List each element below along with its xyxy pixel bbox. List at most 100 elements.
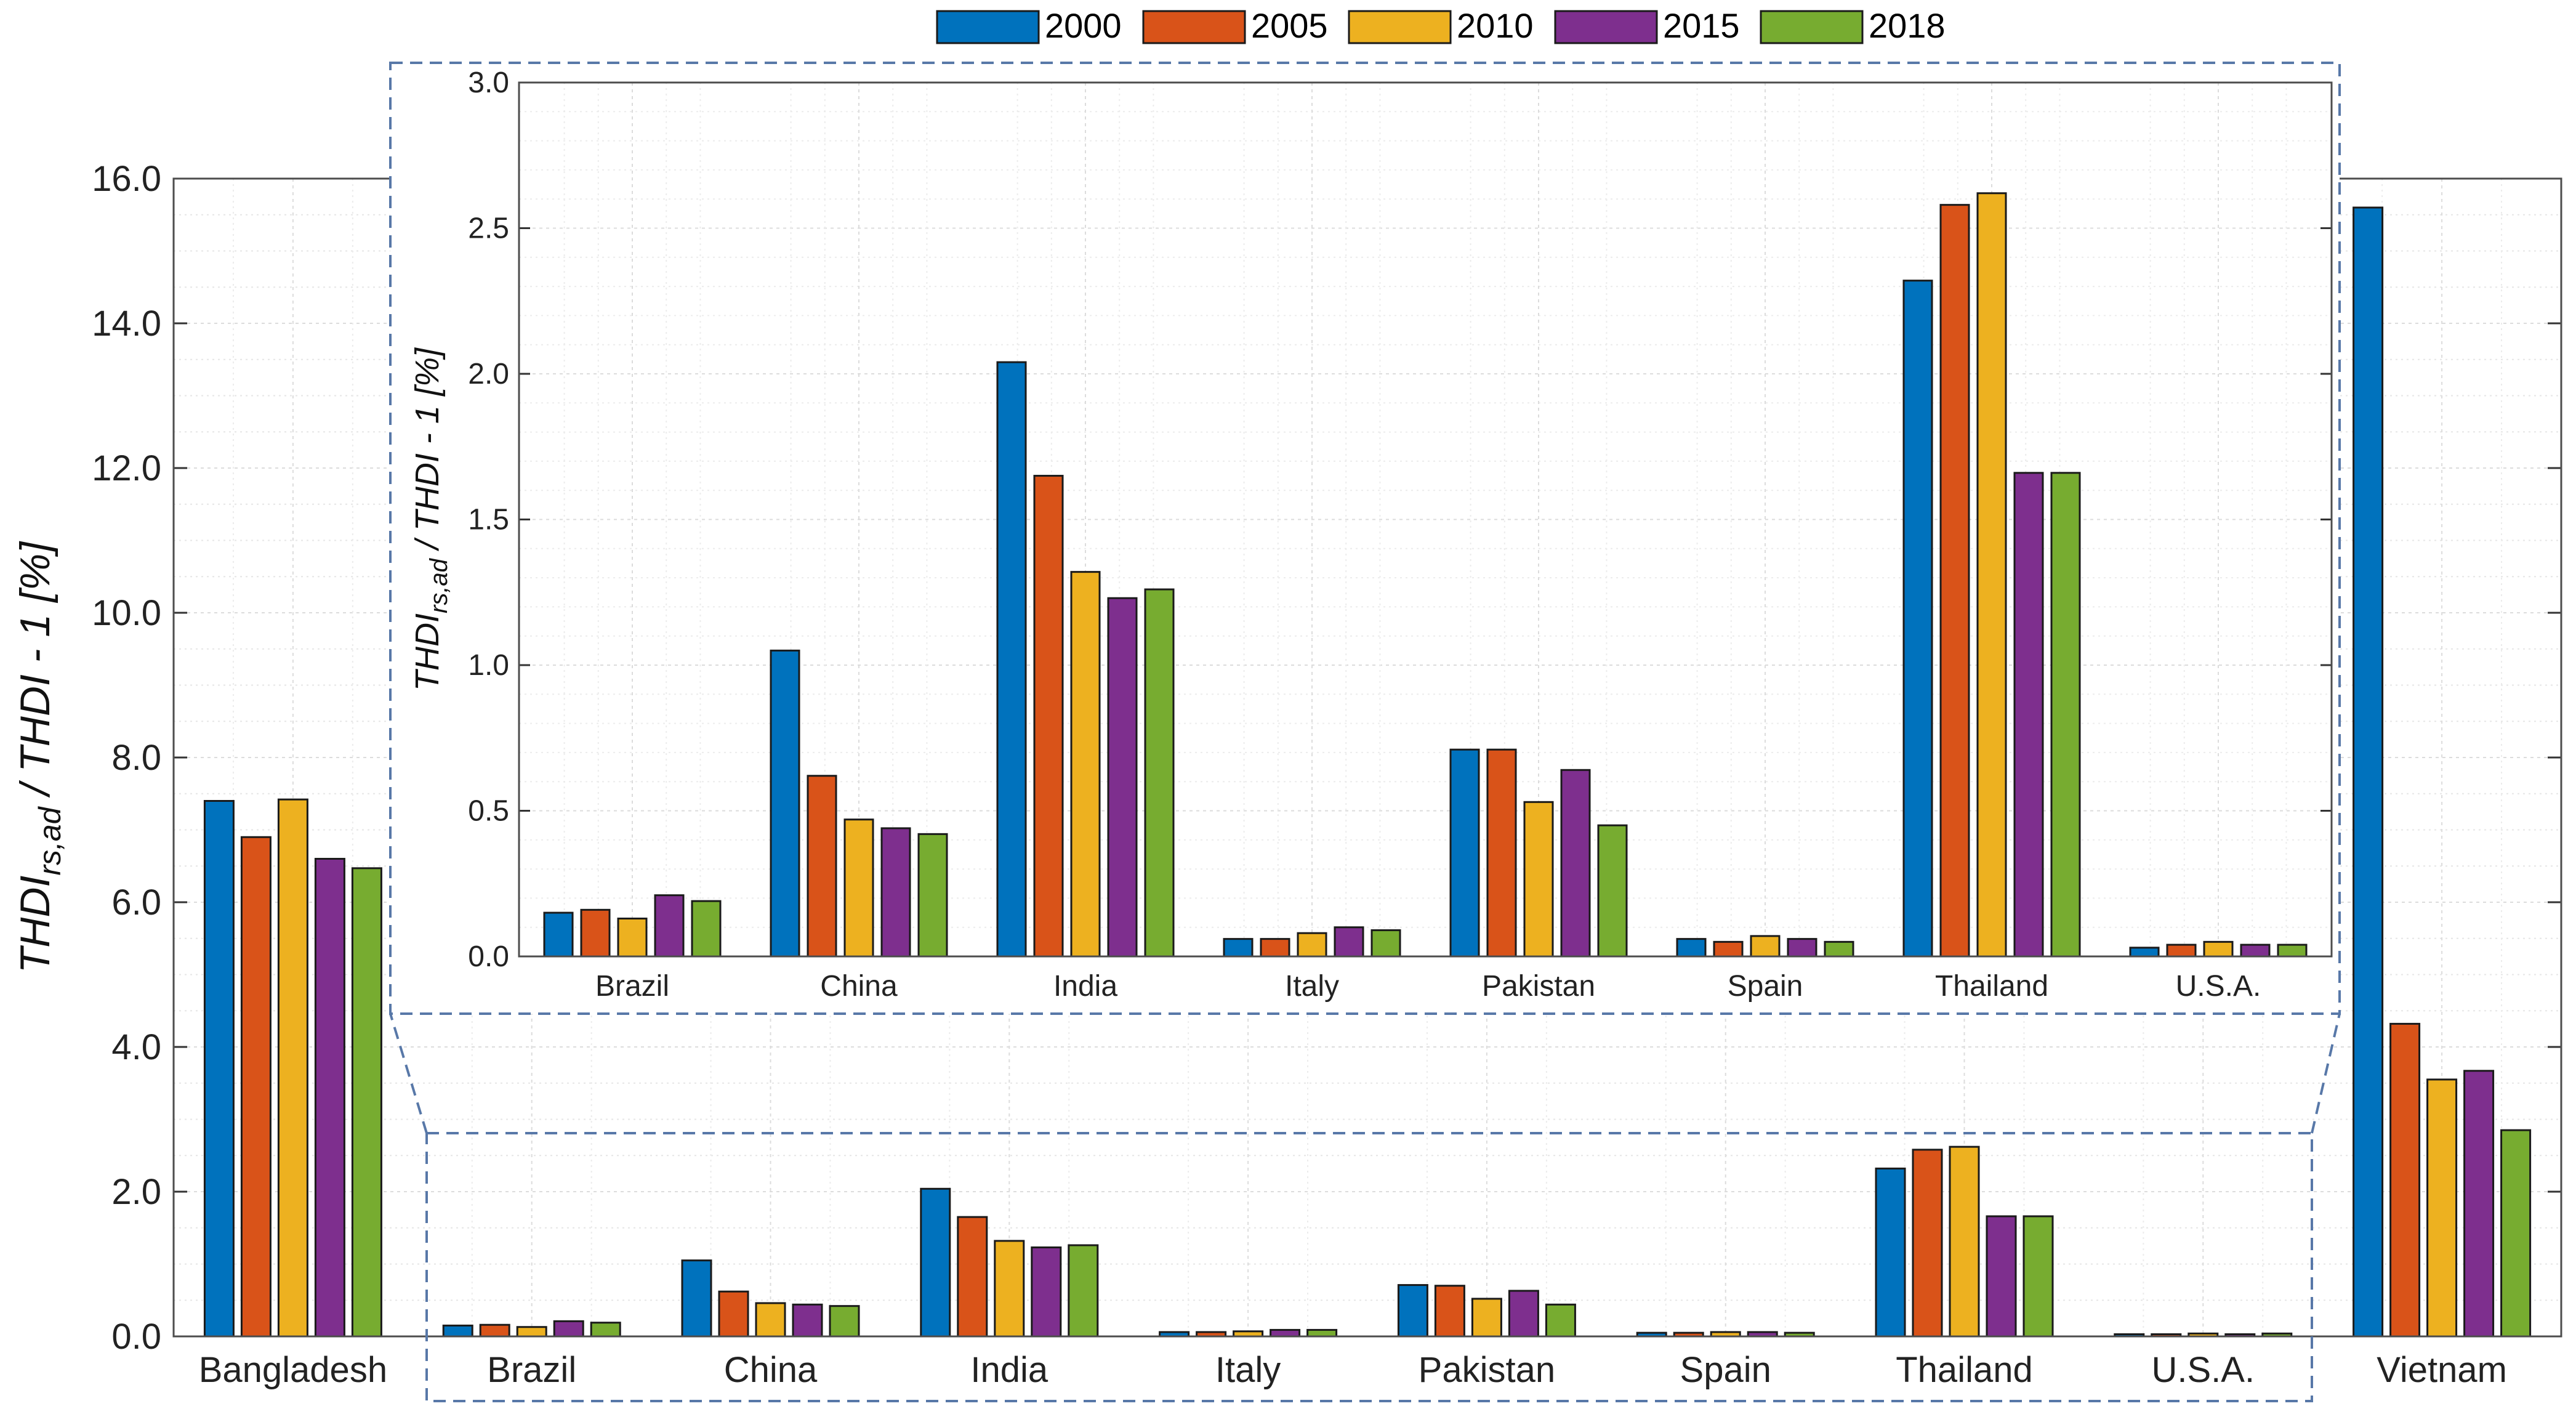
- inset-bars: [543, 192, 2308, 958]
- legend-swatch-2010: [1348, 10, 1452, 44]
- zoom-connector-right: [2311, 1013, 2341, 1134]
- inset-x-tick-label: Brazil: [595, 970, 669, 1003]
- bar-china-2010: [755, 1302, 786, 1338]
- legend-swatch-2000: [936, 10, 1040, 44]
- bar-china-2000: [681, 1259, 712, 1338]
- bar-china-2015: [792, 1303, 823, 1338]
- bar-pakistan-2010: [1471, 1298, 1502, 1338]
- y-tick-label: 6.0: [111, 883, 161, 923]
- y-tick-label: 14.0: [92, 304, 161, 344]
- bar-india-2005: [957, 1216, 988, 1338]
- inset-bar-china-2015: [880, 827, 911, 958]
- legend-entry-2000: 2000: [936, 6, 1122, 45]
- x-tick-label: Bangladesh: [199, 1350, 387, 1390]
- inset-panel: [389, 62, 2341, 1015]
- legend-label-2015: 2015: [1663, 6, 1740, 45]
- legend-swatch-2005: [1142, 10, 1246, 44]
- inset-bar-india-2005: [1033, 475, 1064, 958]
- y-tick-label: 0.0: [111, 1317, 161, 1357]
- legend-entry-2010: 2010: [1348, 6, 1534, 45]
- inset-y-tick-label: 2.0: [468, 358, 509, 390]
- bar-brazil-2010: [516, 1326, 547, 1338]
- inset-bar-pakistan-2000: [1449, 748, 1480, 958]
- inset-border: [389, 62, 2341, 1015]
- bar-india-2000: [920, 1187, 951, 1338]
- inset-bar-india-2018: [1144, 588, 1175, 958]
- x-tick-label: Brazil: [487, 1350, 576, 1390]
- inset-bar-brazil-2015: [654, 894, 685, 958]
- inset-bar-u-s-a-2010: [2203, 940, 2234, 958]
- x-tick-label: India: [970, 1350, 1049, 1390]
- inset-bar-spain-2018: [1824, 940, 1854, 958]
- bar-brazil-2015: [553, 1320, 584, 1338]
- bar-brazil-2000: [442, 1324, 473, 1338]
- inset-y-axis-label: THDIrs,ad / THDI - 1 [%]: [409, 347, 453, 691]
- main-bars: [203, 206, 2532, 1338]
- bar-vietnam-2010: [2426, 1078, 2458, 1338]
- y-axis-label: THDIrs,ad / THDI - 1 [%]: [12, 541, 67, 974]
- y-tick-label: 4.0: [111, 1027, 161, 1067]
- inset-bar-spain-2010: [1750, 935, 1781, 958]
- bar-china-2005: [718, 1290, 749, 1338]
- inset-bar-china-2010: [843, 818, 874, 958]
- bar-thailand-2010: [1949, 1145, 1980, 1338]
- inset-x-tick-label: China: [820, 970, 898, 1003]
- bar-bangladesh-2018: [351, 867, 382, 1338]
- legend-entry-2005: 2005: [1142, 6, 1328, 45]
- y-tick-label: 12.0: [92, 448, 161, 488]
- inset-bar-u-s-a-2000: [2129, 947, 2160, 958]
- bar-india-2010: [994, 1240, 1025, 1338]
- inset-bar-brazil-2005: [580, 908, 611, 958]
- bar-thailand-2000: [1875, 1167, 1906, 1338]
- x-tick-label: U.S.A.: [2151, 1350, 2255, 1390]
- inset-bar-brazil-2000: [543, 911, 574, 958]
- inset-bar-spain-2000: [1676, 938, 1707, 958]
- x-tick-label: Vietnam: [2377, 1350, 2507, 1390]
- inset-bar-pakistan-2015: [1560, 769, 1591, 958]
- bar-bangladesh-2010: [277, 798, 308, 1338]
- legend-swatch-2018: [1760, 10, 1864, 44]
- inset-bar-thailand-2000: [1902, 280, 1933, 958]
- inset-bar-brazil-2010: [617, 918, 648, 958]
- bar-china-2018: [829, 1305, 860, 1338]
- legend-label-2000: 2000: [1045, 6, 1122, 45]
- bar-pakistan-2015: [1508, 1290, 1539, 1338]
- inset-bar-u-s-a-2018: [2277, 943, 2308, 958]
- x-tick-label: Italy: [1215, 1350, 1281, 1390]
- bar-italy-2015: [1270, 1328, 1301, 1338]
- inset-x-tick-label: Spain: [1728, 970, 1803, 1003]
- bar-pakistan-2000: [1397, 1284, 1428, 1338]
- legend-entry-2015: 2015: [1554, 6, 1740, 45]
- inset-x-tick-label: U.S.A.: [2176, 970, 2261, 1003]
- bar-pakistan-2018: [1545, 1303, 1576, 1338]
- inset-y-tick-label: 0.5: [468, 795, 509, 828]
- inset-x-tick-label: Italy: [1285, 970, 1339, 1003]
- bar-vietnam-2000: [2353, 206, 2384, 1338]
- inset-bar-spain-2015: [1787, 938, 1817, 958]
- inset-bar-pakistan-2018: [1597, 824, 1628, 958]
- inset-bar-pakistan-2010: [1523, 801, 1554, 958]
- bar-thailand-2018: [2023, 1215, 2054, 1338]
- inset-bar-italy-2005: [1260, 938, 1290, 958]
- inset-bar-italy-2000: [1223, 938, 1254, 958]
- inset-x-tick-label: India: [1053, 970, 1117, 1003]
- inset-bar-china-2000: [770, 649, 800, 958]
- y-tick-label: 8.0: [111, 738, 161, 778]
- bar-bangladesh-2005: [240, 836, 272, 1338]
- bar-brazil-2005: [479, 1323, 510, 1338]
- bar-bangladesh-2015: [314, 858, 345, 1338]
- zoom-source-box: [425, 1132, 2313, 1402]
- x-tick-label: Pakistan: [1419, 1350, 1555, 1390]
- inset-bar-spain-2005: [1713, 940, 1744, 958]
- inset-bar-india-2015: [1107, 597, 1138, 958]
- bar-vietnam-2005: [2389, 1022, 2421, 1338]
- inset-bar-india-2010: [1070, 571, 1101, 958]
- bar-thailand-2015: [1986, 1215, 2017, 1338]
- inset-bar-u-s-a-2005: [2166, 943, 2197, 958]
- inset-bar-u-s-a-2015: [2240, 943, 2271, 958]
- inset-y-tick-label: 0.0: [468, 940, 509, 973]
- inset-bar-pakistan-2005: [1486, 748, 1517, 958]
- inset-bar-china-2018: [917, 833, 948, 958]
- inset-bar-thailand-2005: [1939, 204, 1970, 958]
